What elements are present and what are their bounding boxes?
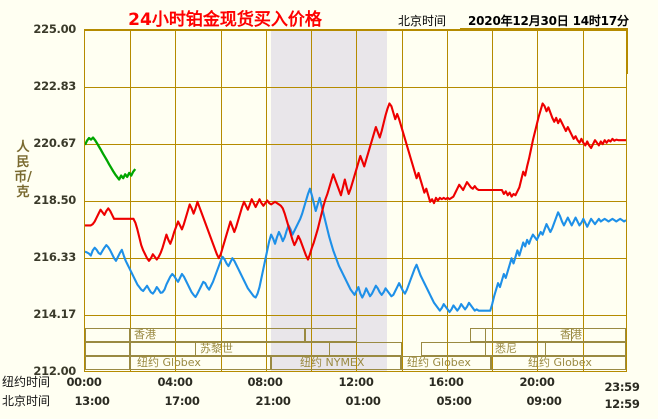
session-label-ny-globex-3: 纽约 Globex [528,356,592,369]
session-box-a3 [305,328,357,342]
nymex-session-shading [271,30,387,371]
y-tick-1: 222.83 [33,79,76,93]
x-tick-ny-0: 00:00 [66,375,102,389]
hgrid-220 [85,144,626,145]
session-label-zurich: 苏黎世 [200,342,233,355]
session-box-ny-globex-1 [130,356,271,370]
session-label-ny-globex-2: 纽约 Globex [407,356,471,369]
y-tick-3: 218.50 [33,193,76,207]
hgrid-222 [85,87,626,88]
session-box-sydney-pre [421,342,546,356]
series-line-dec30 [85,136,137,181]
hgrid-218 [85,201,626,202]
page-title: 24小时铂金现货买入价格 [128,10,322,30]
y-tick-6: 212.00 [33,364,76,378]
x-axis-row2-label: 北京时间 [2,394,51,408]
y-tick-5: 214.17 [33,307,76,321]
session-box-hongkong-1 [130,328,305,342]
y-axis-title: 人民币/克 [14,140,32,200]
session-box-ny-nymex [271,356,401,370]
series-line-dec29 [85,102,626,262]
vgrid-6 [356,30,357,371]
session-box-ny-globex-2 [401,356,491,370]
session-box-ny-globex-3 [491,356,626,370]
vgrid-1 [130,30,131,371]
y-tick-2: 220.67 [33,136,76,150]
price-curves [85,102,626,314]
session-box-c1 [85,356,130,370]
vgrid-11 [583,30,584,371]
series-line-dec28 [85,187,626,314]
x-tick-bj-5: 09:00 [526,394,562,408]
x-tick-bj-3: 01:00 [345,394,381,408]
vgrid-2 [175,30,176,371]
vgrid-7 [402,30,403,371]
x-tick-bj-1: 17:00 [164,394,200,408]
x-tick-ny-5: 20:00 [519,375,555,389]
session-label-sydney: 悉尼 [495,342,517,355]
session-box-zurich [195,342,330,356]
session-box-sydney [485,342,626,356]
x-tick-ny-2: 08:00 [247,375,283,389]
session-label-hongkong-1: 香港 [134,328,156,341]
vgrid-5 [311,30,312,371]
chart-plot-area: 香港 香港 苏黎世 悉尼 纽约 Globex 纽约 NYMEX 纽约 Globe… [84,29,627,372]
x-tick-bj-2: 21:00 [255,394,291,408]
x-tick-bj-0: 13:00 [74,394,110,408]
hgrid-212 [85,371,626,372]
session-label-hongkong-2: 香港 [560,328,582,341]
vgrid-8 [447,30,448,371]
x-tick-bj-6: 12:59 [604,397,640,411]
session-label-ny-globex-1: 纽约 Globex [137,356,201,369]
session-box-hongkong-2 [485,328,626,342]
x-tick-ny-1: 04:00 [157,375,193,389]
timestamp: 2020年12月30日 14时17分 [468,14,629,28]
hgrid-214 [85,315,626,316]
y-tick-0: 225.00 [33,22,76,36]
x-tick-bj-4: 05:00 [436,394,472,408]
vgrid-3 [221,30,222,371]
session-label-ny-nymex: 纽约 NYMEX [300,356,365,369]
session-box-a1 [85,328,130,342]
session-box-b1 [85,342,130,356]
x-tick-ny-6: 23:59 [604,380,640,394]
x-axis-row1-label: 纽约时间 [2,375,51,389]
y-tick-4: 216.33 [33,250,76,264]
beijing-time-label: 北京时间 [398,14,447,28]
x-tick-ny-4: 16:00 [428,375,464,389]
vgrid-10 [537,30,538,371]
vgrid-9 [492,30,493,371]
x-tick-ny-3: 12:00 [338,375,374,389]
hgrid-216 [85,258,626,259]
hgrid-225 [85,30,626,31]
